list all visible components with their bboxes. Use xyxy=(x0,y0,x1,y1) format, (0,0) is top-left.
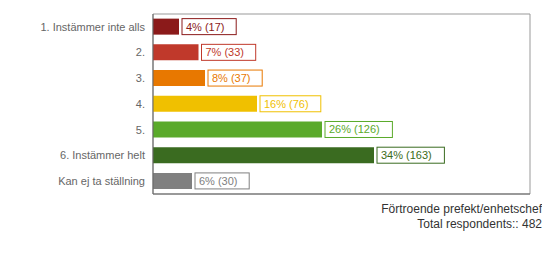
svg-text:7% (33): 7% (33) xyxy=(206,46,245,58)
svg-text:34% (163): 34% (163) xyxy=(381,149,432,161)
svg-text:6. Instämmer helt: 6. Instämmer helt xyxy=(60,149,145,161)
svg-text:8% (37): 8% (37) xyxy=(212,72,251,84)
svg-text:Kan ej ta ställning: Kan ej ta ställning xyxy=(58,175,145,187)
svg-text:16% (76): 16% (76) xyxy=(264,98,309,110)
svg-text:1. Instämmer inte alls: 1. Instämmer inte alls xyxy=(40,21,145,33)
svg-text:6% (30): 6% (30) xyxy=(199,175,238,187)
svg-text:2.: 2. xyxy=(136,46,145,58)
svg-text:4.: 4. xyxy=(136,98,145,110)
svg-text:5.: 5. xyxy=(136,124,145,136)
svg-text:26% (126): 26% (126) xyxy=(329,123,380,135)
svg-text:4% (17): 4% (17) xyxy=(186,21,225,33)
html-text:Förtroende prefekt/enhetschef: Förtroende prefekt/enhetschef xyxy=(381,202,542,216)
svg-text:3.: 3. xyxy=(136,72,145,84)
html-text:Total respondents:: 482: Total respondents:: 482 xyxy=(417,217,542,231)
